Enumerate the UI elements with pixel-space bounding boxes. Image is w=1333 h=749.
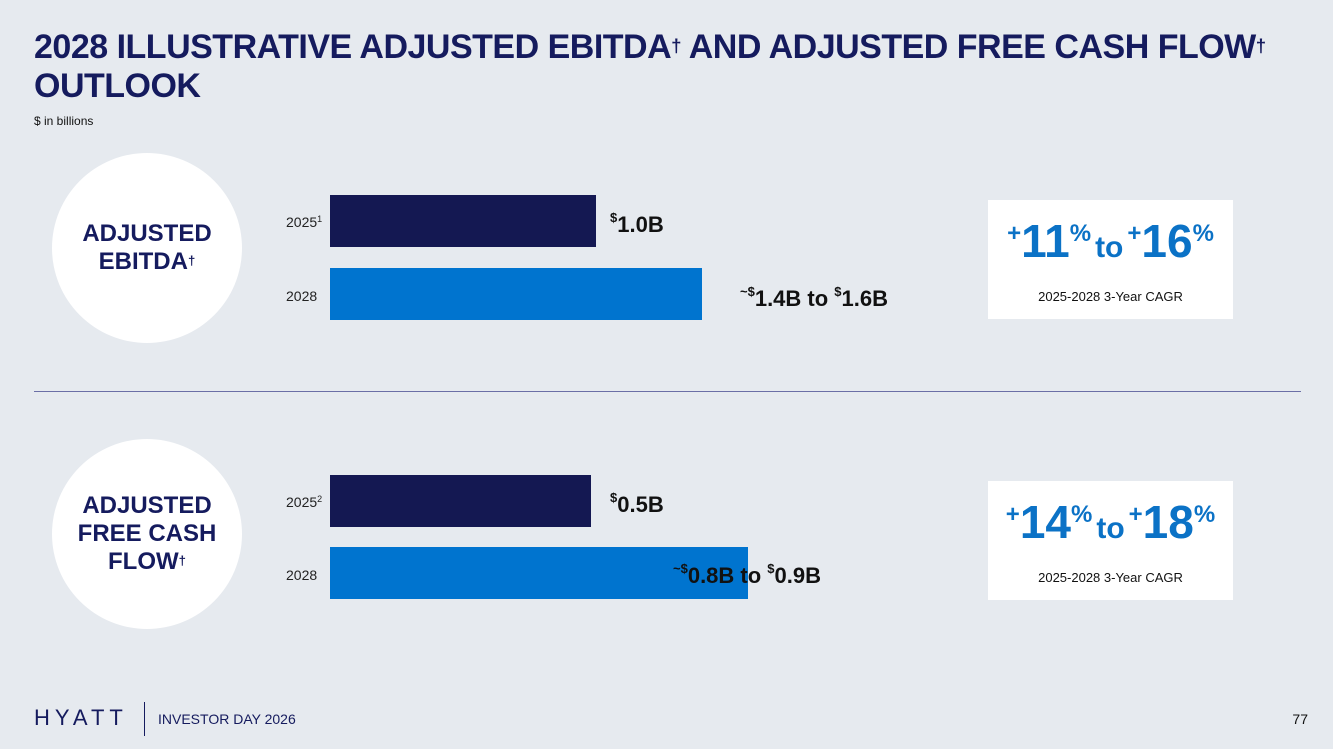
ebitda-2028-year: 2028: [286, 288, 318, 304]
fcf-label: ADJUSTED FREE CASH FLOW†: [77, 492, 217, 575]
fcf-2028-year: 2028: [286, 567, 318, 583]
slide-title: 2028 ILLUSTRATIVE ADJUSTED EBITDA† AND A…: [34, 28, 1266, 105]
ebitda-2025-value: $1.0B: [610, 210, 664, 237]
ebitda-cagr-box: +11% to +16% 2025-2028 3-Year CAGR: [988, 200, 1233, 319]
footer-event: INVESTOR DAY 2026: [158, 711, 296, 727]
fcf-2028-bar: [330, 547, 748, 599]
fcf-2028-value: ~$0.8B to $0.9B: [673, 561, 822, 588]
footer-separator: [144, 702, 145, 736]
ebitda-label: ADJUSTED EBITDA†: [82, 220, 212, 275]
section-divider: [34, 391, 1301, 392]
ebitda-circle: ADJUSTED EBITDA†: [52, 153, 242, 343]
dagger-mark: †: [1255, 35, 1266, 57]
ebitda-cagr-caption: 2025-2028 3-Year CAGR: [1038, 289, 1183, 304]
ebitda-2025-bar: [330, 195, 596, 247]
hyatt-logo: HYATT: [34, 705, 128, 730]
fcf-2025-year: 20252: [286, 494, 323, 510]
fcf-cagr-range: +14% to +18%: [1005, 496, 1216, 548]
units-subtitle: $ in billions: [34, 114, 94, 128]
page-number: 77: [1292, 711, 1308, 727]
fcf-2025-value: $0.5B: [610, 490, 664, 517]
fcf-circle: ADJUSTED FREE CASH FLOW†: [52, 439, 242, 629]
ebitda-2028-value: ~$1.4B to $1.6B: [740, 284, 889, 311]
fcf-cagr-caption: 2025-2028 3-Year CAGR: [1038, 570, 1183, 585]
ebitda-2028-bar: [330, 268, 702, 320]
ebitda-2025-year: 20251: [286, 214, 323, 230]
ebitda-cagr-range: +11% to +16%: [1007, 215, 1214, 267]
fcf-cagr-box: +14% to +18% 2025-2028 3-Year CAGR: [988, 481, 1233, 600]
fcf-2025-bar: [330, 475, 591, 527]
dagger-mark: †: [671, 35, 682, 57]
